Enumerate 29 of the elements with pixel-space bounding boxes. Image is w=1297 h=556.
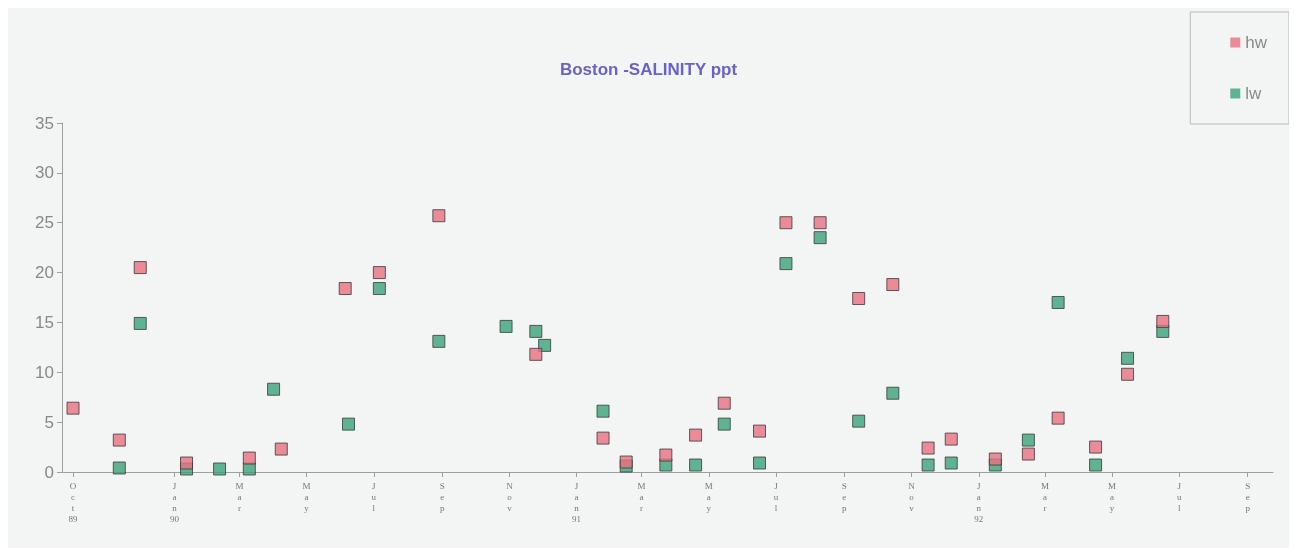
y-tick-label: 0 xyxy=(44,462,54,482)
x-tick-label: Nov xyxy=(506,480,514,513)
x-tick-label: Sep xyxy=(1245,480,1251,513)
x-tick-label: Sep xyxy=(439,480,445,513)
x-tick-label: May xyxy=(704,480,713,513)
x-tick-label: May xyxy=(1108,480,1117,513)
y-tick-label: 20 xyxy=(35,263,54,283)
y-tick-label: 25 xyxy=(35,213,54,233)
x-tick-label: Jul xyxy=(773,480,779,513)
x-tick-label: Jul xyxy=(1177,480,1183,513)
legend-label: lw xyxy=(1245,84,1263,103)
x-tick-label: Mar xyxy=(235,480,244,513)
x-tick-label: Sep xyxy=(841,480,848,513)
x-tick-label: Mar xyxy=(1040,480,1049,513)
x-tick-label: Nov xyxy=(908,480,916,513)
x-tick-label: May xyxy=(302,480,311,513)
y-tick-label: 30 xyxy=(35,163,54,183)
x-tick-label: Jan 92 xyxy=(974,480,984,524)
legend-label: hw xyxy=(1245,33,1268,52)
y-tick-label: 15 xyxy=(35,312,54,332)
y-tick-label: 35 xyxy=(35,113,54,133)
x-tick-label: Jan 90 xyxy=(169,480,180,524)
x-tick-label: Oct 89 xyxy=(68,480,79,524)
y-tick-label: 5 xyxy=(44,412,54,432)
x-tick-label: Jul xyxy=(371,480,377,513)
chart-title: Boston -SALINITY ppt xyxy=(559,60,738,79)
x-tick-label: Mar xyxy=(637,480,646,513)
x-tick-label: Jan 91 xyxy=(572,480,582,524)
y-tick-label: 10 xyxy=(35,362,54,382)
